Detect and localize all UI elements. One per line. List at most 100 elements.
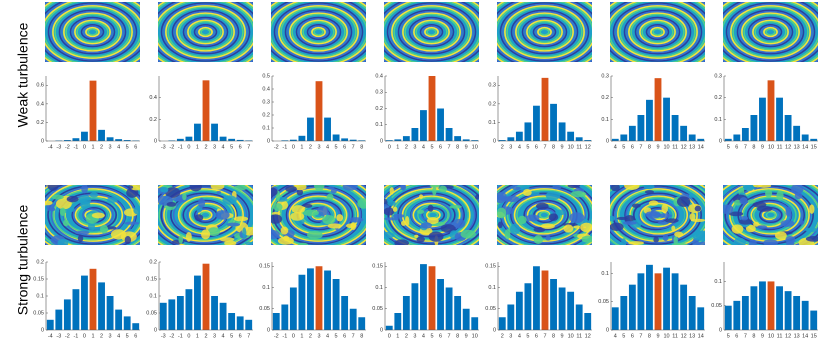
x-tick-label: 6: [439, 333, 442, 339]
y-tick-label: 0.1: [375, 285, 383, 291]
turbulence-blob: [290, 212, 305, 221]
y-tick-label: 0.05: [711, 303, 722, 309]
phase-ring: [52, 5, 133, 59]
x-tick-label: 13: [689, 144, 695, 150]
x-tick-label: 2: [204, 333, 207, 339]
phase-ring: [767, 212, 774, 218]
phase-ring: [85, 26, 100, 38]
bar: [289, 139, 297, 141]
bar: [524, 283, 532, 330]
bar: [281, 304, 289, 330]
turbulence-blob: [392, 206, 398, 212]
phase-ring: [284, 9, 353, 55]
y-tick-label: 0.05: [598, 299, 609, 305]
turbulence-blob: [567, 185, 581, 189]
x-tick-label: 3: [213, 144, 216, 150]
turbulence-blob: [517, 215, 527, 225]
phase-ring: [275, 3, 362, 61]
bar: [315, 81, 323, 141]
phase-ring: [180, 15, 231, 49]
phase-ring: [413, 19, 450, 45]
x-tick-label: 2: [501, 144, 504, 150]
phase-ring: [610, 185, 705, 245]
phase-ring: [767, 29, 774, 35]
y-tick-label: 0.05: [33, 310, 44, 316]
x-tick-label: 6: [535, 144, 538, 150]
x-tick-label: 4: [326, 333, 329, 339]
phase-ring: [308, 25, 329, 39]
bar: [437, 108, 444, 141]
turbulence-blob: [283, 235, 290, 242]
y-tick-label: 0.2: [36, 259, 44, 265]
x-tick-label: 3: [413, 144, 416, 150]
turbulence-blob: [81, 185, 88, 194]
phase-ring: [191, 22, 220, 42]
turbulence-blob: [438, 185, 448, 193]
bar: [541, 270, 549, 330]
phase-ring: [271, 2, 366, 62]
bar: [324, 270, 331, 330]
turbulence-blob: [676, 196, 691, 207]
phase-ring: [530, 22, 559, 42]
y-tick-label: 0.05: [372, 306, 383, 312]
phase-ring: [732, 6, 809, 58]
phase-ring: [419, 23, 444, 41]
y-tick-label: 0.05: [259, 306, 270, 312]
x-tick-label: 12: [785, 144, 791, 150]
turbulence-blob: [347, 217, 364, 223]
bar: [507, 304, 515, 330]
bar: [697, 138, 705, 141]
x-tick-label: 7: [448, 333, 451, 339]
bar: [202, 80, 210, 141]
bar: [81, 131, 88, 141]
bar: [236, 139, 244, 141]
phase-ring: [517, 13, 572, 51]
x-tick-label: 4: [222, 333, 225, 339]
phase-ring: [182, 16, 229, 48]
phase-image: [158, 185, 253, 245]
turbulence-blob: [303, 209, 319, 217]
x-tick-label: 0: [187, 333, 190, 339]
phase-ring: [408, 198, 459, 232]
x-tick-label: 5: [622, 144, 625, 150]
phase-ring: [752, 19, 789, 45]
bar: [211, 123, 218, 141]
phase-ring: [765, 28, 776, 36]
bar: [776, 286, 783, 330]
turbulence-blob: [695, 230, 705, 241]
turbulence-blob: [428, 231, 444, 242]
phase-ring: [315, 29, 322, 35]
bar: [341, 296, 349, 330]
turbulence-blob: [785, 235, 796, 244]
turbulence-blob: [273, 203, 283, 212]
bar: [63, 140, 71, 141]
bar: [307, 117, 314, 141]
phase-image: [723, 185, 818, 245]
x-tick-label: 3: [413, 333, 416, 339]
bar: [132, 323, 140, 330]
bar: [123, 316, 131, 330]
phase-image: [723, 2, 818, 62]
y-tick-label: 0.1: [262, 285, 270, 291]
turbulence-blob: [695, 241, 705, 245]
x-tick-label: 3: [109, 333, 112, 339]
turbulence-blob: [416, 209, 425, 214]
phase-ring: [613, 186, 700, 244]
x-tick-label: 4: [518, 144, 521, 150]
bar: [462, 139, 470, 141]
x-tick-label: 12: [585, 144, 591, 150]
phase-ring: [410, 18, 453, 46]
turbulence-blob: [384, 217, 400, 221]
phase-ring: [198, 26, 213, 38]
x-tick-label: 8: [752, 333, 755, 339]
bar: [688, 134, 696, 141]
phase-ring: [395, 7, 468, 57]
phase-ring: [415, 21, 448, 43]
phase-ring: [612, 185, 702, 245]
x-tick-label: 12: [681, 144, 687, 150]
phase-ring: [399, 10, 464, 54]
turbulence-blob: [580, 222, 592, 233]
turbulence-blob: [106, 197, 118, 203]
turbulence-blob: [429, 185, 441, 188]
y-tick-label: 0: [719, 327, 722, 333]
